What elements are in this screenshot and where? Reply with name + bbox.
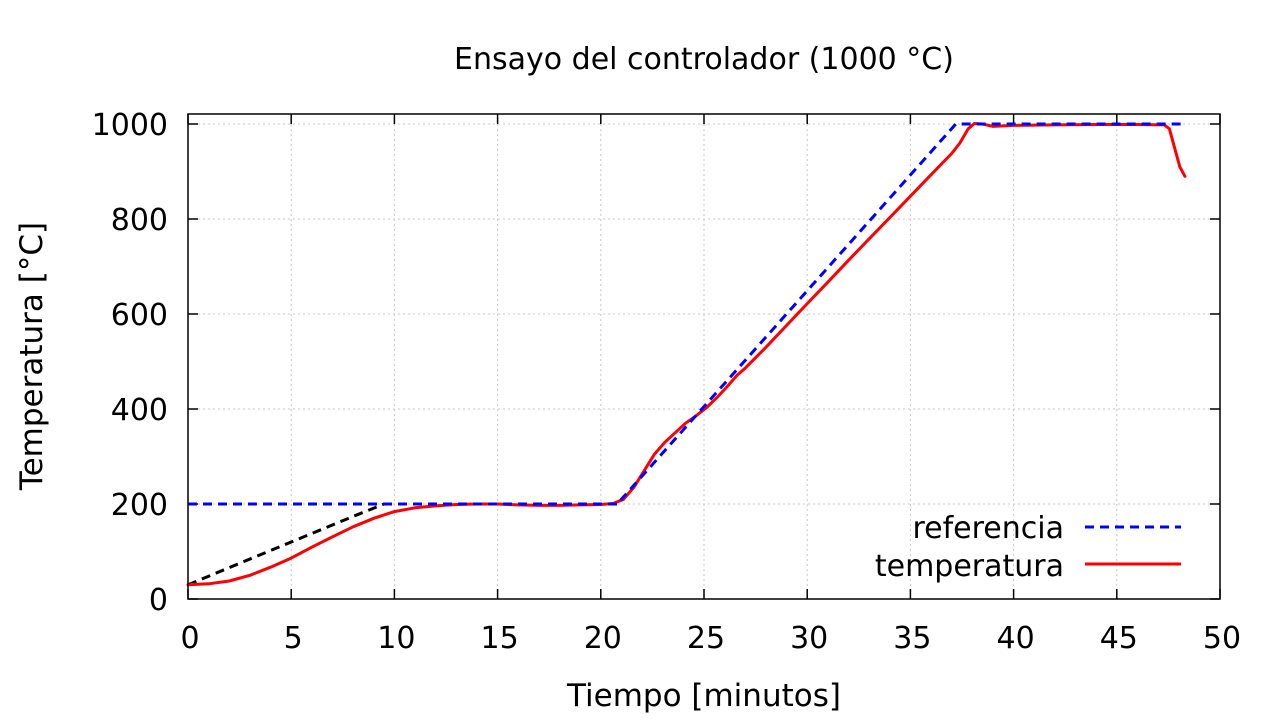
x-tick-label: 45	[1100, 621, 1138, 656]
x-tick-label: 0	[180, 621, 199, 656]
axis-ticks	[187, 114, 1221, 600]
x-tick-label: 5	[284, 621, 303, 656]
series-line-referencia	[188, 122, 1185, 506]
y-tick-label: 200	[111, 488, 168, 523]
x-tick-label: 40	[997, 621, 1035, 656]
series-group	[186, 122, 1187, 587]
legend-label-referencia: referencia	[912, 511, 1064, 546]
x-tick-label: 30	[790, 621, 828, 656]
y-tick-label: 800	[111, 203, 168, 238]
tick-labels: 0 5 10 15 20 25 30 35 40 45 50 0 200 400 600 800 1000	[92, 108, 1241, 656]
legend-label-temperatura: temperatura	[875, 549, 1064, 584]
x-tick-label: 25	[687, 621, 725, 656]
y-axis-label: Temperatura [°C]	[14, 222, 50, 491]
x-tick-label: 35	[893, 621, 931, 656]
x-tick-label: 15	[481, 621, 519, 656]
series-line-ramp-reference	[187, 502, 385, 587]
y-tick-label: 0	[149, 583, 168, 618]
chart-title: Ensayo del controlador (1000 °C)	[454, 42, 954, 77]
legend: referencia temperatura	[875, 511, 1181, 584]
y-tick-label: 400	[111, 393, 168, 428]
x-axis-label: Tiempo [minutos]	[566, 678, 841, 714]
y-tick-label: 1000	[92, 108, 168, 143]
x-tick-label: 10	[377, 621, 415, 656]
plot-frame	[187, 113, 1221, 600]
grid	[188, 114, 1220, 599]
x-tick-label: 50	[1203, 621, 1241, 656]
y-tick-label: 600	[111, 298, 168, 333]
x-tick-label: 20	[584, 621, 622, 656]
